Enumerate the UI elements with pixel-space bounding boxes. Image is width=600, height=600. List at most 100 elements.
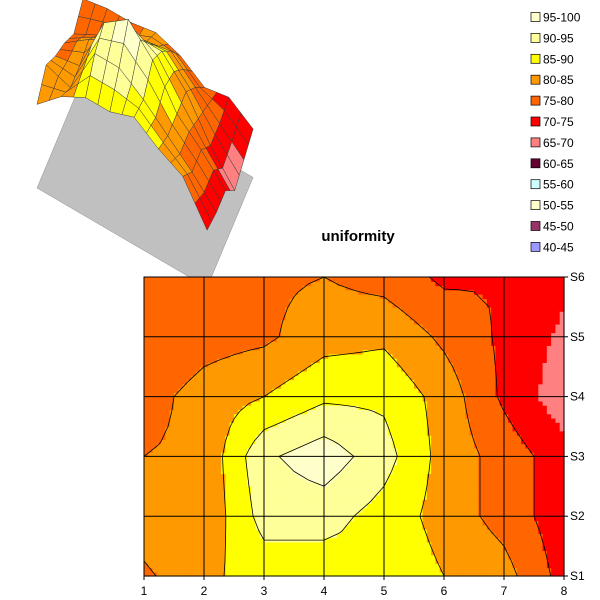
contour-cell (152, 430, 158, 436)
contour-cell (225, 289, 231, 295)
contour-cell (439, 486, 445, 492)
contour-cell (319, 294, 325, 299)
contour-cell (302, 345, 308, 351)
contour-cell (246, 469, 252, 475)
contour-cell (401, 388, 407, 393)
contour-cell (332, 524, 338, 530)
contour-cell (302, 486, 308, 492)
contour-cell (178, 405, 184, 411)
contour-cell (259, 370, 265, 376)
contour-cell (302, 541, 308, 547)
contour-cell (409, 306, 415, 312)
contour-cell (161, 439, 167, 445)
contour-cell (169, 302, 175, 308)
contour-cell (144, 529, 149, 534)
contour-cell (212, 349, 218, 355)
contour-cell (144, 341, 149, 346)
contour-cell (212, 289, 218, 295)
contour-cell (289, 490, 295, 496)
contour-cell (306, 298, 312, 304)
contour-cell (336, 494, 342, 500)
contour-cell (144, 473, 149, 479)
contour-cell (216, 439, 222, 445)
contour-cell (242, 409, 248, 415)
contour-cell (212, 370, 218, 376)
contour-cell (384, 558, 389, 564)
contour-cell (319, 541, 325, 547)
contour-cell (328, 550, 334, 556)
contour-cell (199, 486, 205, 492)
contour-cell (191, 430, 197, 436)
contour-cell (156, 422, 162, 428)
contour-cell (195, 439, 201, 445)
contour-cell (229, 294, 235, 299)
contour-cell (238, 332, 244, 338)
contour-cell (306, 524, 312, 530)
contour-cell (251, 332, 257, 338)
contour-cell (144, 524, 149, 530)
contour-cell (401, 439, 407, 445)
contour-cell (311, 486, 317, 492)
contour-cell (306, 499, 312, 504)
contour-cell (182, 499, 188, 504)
contour-cell (315, 281, 321, 287)
contour-cell (341, 426, 347, 432)
contour-cell (302, 400, 308, 406)
contour-cell (336, 336, 342, 342)
contour-cell (426, 413, 432, 419)
contour-cell (204, 452, 209, 457)
contour-cell (401, 285, 407, 291)
contour-cell (259, 477, 265, 483)
contour-cell (161, 298, 167, 304)
contour-cell (272, 456, 278, 462)
contour-cell (212, 490, 218, 496)
contour-cell (396, 285, 402, 291)
contour-cell (204, 558, 209, 564)
contour-cell (294, 499, 299, 504)
contour-cell (366, 362, 372, 368)
contour-cell (409, 554, 415, 560)
contour-cell (212, 503, 218, 509)
contour-cell (212, 379, 218, 385)
contour-cell (422, 435, 428, 440)
contour-cell (405, 426, 411, 432)
contour-cell (298, 554, 304, 560)
contour-cell (315, 349, 321, 355)
contour-cell (396, 516, 402, 522)
contour-cell (221, 490, 227, 496)
contour-cell (216, 426, 222, 432)
contour-cell (405, 319, 411, 325)
contour-cell (156, 362, 162, 368)
contour-cell (281, 277, 287, 282)
contour-cell (354, 311, 359, 317)
contour-cell (259, 311, 265, 317)
contour-cell (255, 499, 261, 504)
contour-cell (268, 494, 274, 500)
contour-cell (242, 494, 248, 500)
contour-cell (225, 396, 231, 402)
contour-cell (371, 430, 377, 436)
contour-cell (341, 379, 347, 385)
contour-cell (439, 473, 445, 479)
contour-cell (272, 281, 278, 287)
contour-cell (405, 392, 411, 398)
contour-cell (195, 413, 201, 419)
contour-cell (259, 460, 265, 466)
contour-cell (435, 426, 441, 432)
contour-cell (319, 554, 325, 560)
contour-cell (229, 336, 235, 342)
contour-cell (229, 409, 235, 415)
contour-cell (195, 323, 201, 329)
contour-cell (165, 375, 171, 381)
contour-cell (255, 482, 261, 487)
contour-cell (152, 396, 158, 402)
contour-cell (225, 392, 231, 398)
contour-cell (251, 460, 257, 466)
contour-cell (426, 443, 432, 449)
contour-cell (178, 482, 184, 487)
contour-cell (161, 447, 167, 453)
contour-cell (246, 546, 252, 551)
contour-cell (431, 341, 437, 346)
contour-cell (285, 336, 291, 342)
contour-cell (169, 362, 175, 368)
